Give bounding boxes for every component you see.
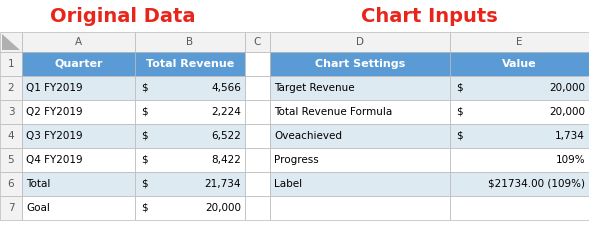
Bar	[450, 52, 589, 76]
Bar	[22, 148, 135, 172]
Bar	[22, 172, 135, 196]
Text: 1,734: 1,734	[555, 131, 585, 141]
Bar	[135, 148, 245, 172]
Text: Chart Inputs: Chart Inputs	[361, 7, 498, 25]
Bar	[0, 124, 22, 148]
Text: 6,522: 6,522	[211, 131, 241, 141]
Bar	[245, 148, 270, 172]
Text: Total Revenue: Total Revenue	[146, 59, 234, 69]
Polygon shape	[2, 34, 20, 50]
Bar	[450, 32, 589, 52]
Bar	[0, 0, 589, 32]
Text: 7: 7	[8, 203, 14, 213]
Bar	[0, 148, 22, 172]
Text: A: A	[75, 37, 82, 47]
Text: $: $	[456, 107, 462, 117]
Bar	[450, 196, 589, 220]
Text: Value: Value	[502, 59, 537, 69]
Bar	[245, 76, 270, 100]
Text: Q4 FY2019: Q4 FY2019	[26, 155, 82, 165]
Text: 2: 2	[8, 83, 14, 93]
Bar	[0, 196, 22, 220]
Bar	[270, 100, 450, 124]
Text: $: $	[141, 83, 148, 93]
Text: $21734.00 (109%): $21734.00 (109%)	[488, 179, 585, 189]
Bar	[245, 100, 270, 124]
Text: Oveachieved: Oveachieved	[274, 131, 342, 141]
Bar	[270, 124, 450, 148]
Bar	[245, 32, 270, 52]
Bar	[135, 100, 245, 124]
Text: Q2 FY2019: Q2 FY2019	[26, 107, 82, 117]
Text: 21,734: 21,734	[204, 179, 241, 189]
Text: D: D	[356, 37, 364, 47]
Text: 5: 5	[8, 155, 14, 165]
Bar	[450, 124, 589, 148]
Bar	[245, 172, 270, 196]
Bar	[0, 100, 22, 124]
Text: 3: 3	[8, 107, 14, 117]
Bar	[0, 172, 22, 196]
Bar	[135, 196, 245, 220]
Bar	[270, 76, 450, 100]
Text: Original Data: Original Data	[49, 7, 195, 25]
Text: Label: Label	[274, 179, 302, 189]
Bar	[22, 76, 135, 100]
Bar	[270, 172, 450, 196]
Text: Q3 FY2019: Q3 FY2019	[26, 131, 82, 141]
Text: $: $	[456, 83, 462, 93]
Text: 8,422: 8,422	[211, 155, 241, 165]
Text: Goal: Goal	[26, 203, 50, 213]
Text: B: B	[187, 37, 194, 47]
Text: Progress: Progress	[274, 155, 319, 165]
Text: 4,566: 4,566	[211, 83, 241, 93]
Text: $: $	[141, 203, 148, 213]
Text: $: $	[456, 131, 462, 141]
Text: $: $	[141, 131, 148, 141]
Bar	[135, 124, 245, 148]
Bar	[245, 124, 270, 148]
Bar	[0, 76, 22, 100]
Bar	[135, 76, 245, 100]
Bar	[22, 52, 135, 76]
Bar	[270, 32, 450, 52]
Text: Total Revenue Formula: Total Revenue Formula	[274, 107, 392, 117]
Bar	[450, 100, 589, 124]
Bar	[0, 52, 22, 76]
Bar	[270, 196, 450, 220]
Bar	[450, 76, 589, 100]
Bar	[450, 172, 589, 196]
Text: E: E	[516, 37, 523, 47]
Bar	[245, 196, 270, 220]
Text: 20,000: 20,000	[549, 83, 585, 93]
Text: Q1 FY2019: Q1 FY2019	[26, 83, 82, 93]
Bar	[270, 148, 450, 172]
Text: 20,000: 20,000	[205, 203, 241, 213]
Bar	[135, 32, 245, 52]
Text: 1: 1	[8, 59, 14, 69]
Text: 20,000: 20,000	[549, 107, 585, 117]
Bar	[22, 100, 135, 124]
Bar	[135, 52, 245, 76]
Bar	[270, 52, 450, 76]
Bar	[245, 52, 270, 76]
Text: $: $	[141, 179, 148, 189]
Text: Chart Settings: Chart Settings	[315, 59, 405, 69]
Bar	[135, 172, 245, 196]
Bar	[22, 32, 135, 52]
Text: $: $	[141, 107, 148, 117]
Bar	[22, 124, 135, 148]
Text: Target Revenue: Target Revenue	[274, 83, 355, 93]
Bar	[22, 196, 135, 220]
Text: $: $	[141, 155, 148, 165]
Bar	[450, 148, 589, 172]
Text: Quarter: Quarter	[54, 59, 102, 69]
Bar	[0, 32, 22, 52]
Text: Total: Total	[26, 179, 51, 189]
Text: 2,224: 2,224	[211, 107, 241, 117]
Text: 4: 4	[8, 131, 14, 141]
Text: 109%: 109%	[555, 155, 585, 165]
Text: 6: 6	[8, 179, 14, 189]
Text: C: C	[254, 37, 261, 47]
